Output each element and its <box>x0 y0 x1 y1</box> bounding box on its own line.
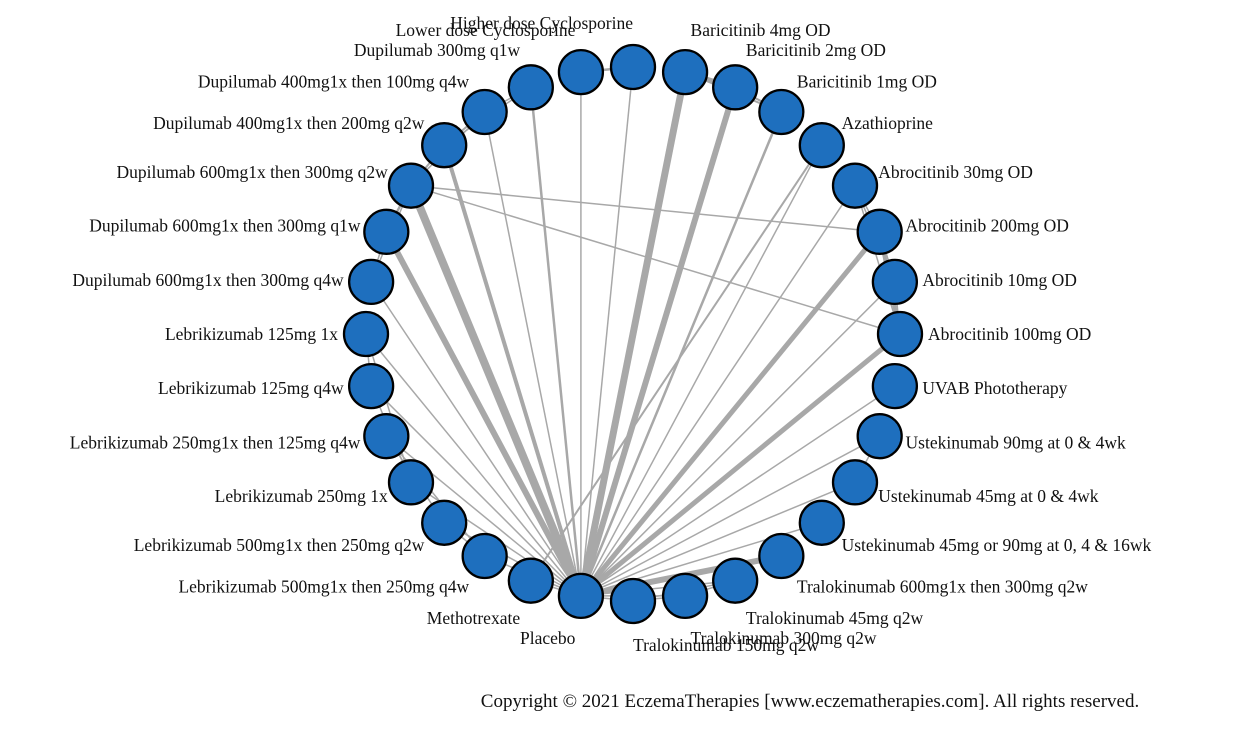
comparison-edge-27-17 <box>407 184 585 598</box>
treatment-label-28: Dupilumab 400mg1x then 200mg q2w <box>153 113 425 133</box>
treatment-node-11 <box>831 459 879 506</box>
treatment-label-20: Lebrikizumab 500mg1x then 250mg q2w <box>134 535 425 555</box>
comparison-edge-1-17 <box>577 71 689 597</box>
treatment-node-5 <box>831 162 879 209</box>
treatment-label-5: Abrocitinib 30mg OD <box>878 162 1033 182</box>
labels-layer: Higher dose Cyclosporine Baricitinib 4mg … <box>70 13 1152 655</box>
treatment-node-12 <box>798 499 845 546</box>
treatment-label-22: Lebrikizumab 250mg1x then 125mg q4w <box>70 433 361 453</box>
treatment-node-7 <box>871 258 919 306</box>
comparison-edge-7-17 <box>580 281 896 597</box>
comparison-edge-6-27 <box>410 184 880 233</box>
treatment-label-27: Dupilumab 600mg1x then 300mg q2w <box>116 162 388 182</box>
treatment-node-29 <box>461 88 508 136</box>
comparison-edge-6-17 <box>578 230 882 598</box>
comparison-edge-14-17 <box>580 579 736 597</box>
treatment-label-29: Dupilumab 400mg1x then 100mg q4w <box>198 72 470 92</box>
comparison-edge-5-8 <box>854 185 901 335</box>
treatment-node-16 <box>609 577 657 625</box>
nodes-layer <box>342 43 924 625</box>
treatment-node-23 <box>347 362 395 410</box>
treatment-label-8: Abrocitinib 100mg OD <box>928 324 1091 344</box>
treatment-label-9: UVAB Phototherapy <box>922 378 1067 398</box>
treatment-node-10 <box>856 413 903 460</box>
treatment-node-31 <box>557 48 605 96</box>
treatment-node-13 <box>758 532 805 580</box>
comparison-edge-3-17 <box>579 111 783 597</box>
treatment-node-15 <box>661 572 709 620</box>
treatment-node-26 <box>363 208 410 255</box>
treatment-label-0: Higher dose Cyclosporine <box>450 13 633 33</box>
treatment-label-23: Lebrikizumab 125mg q4w <box>158 378 344 398</box>
treatment-label-15: Tralokinumab 300mg q2w <box>691 628 877 648</box>
treatment-label-17: Placebo <box>520 628 576 648</box>
treatment-label-11: Ustekinumab 45mg at 0 & 4wk <box>878 486 1098 506</box>
treatment-node-25 <box>347 258 395 306</box>
comparison-edge-26-17 <box>383 230 584 598</box>
treatment-node-22 <box>363 413 410 460</box>
treatment-label-21: Lebrikizumab 250mg 1x <box>215 486 388 506</box>
comparison-edge-29-17 <box>483 111 582 597</box>
comparison-edge-11-17 <box>580 481 856 597</box>
comparison-edge-2-17 <box>578 86 739 597</box>
treatment-label-7: Abrocitinib 10mg OD <box>922 270 1077 290</box>
treatment-node-6 <box>856 208 903 255</box>
treatment-label-16: Tralokinumab 150mg q2w <box>633 635 819 655</box>
comparison-edge-23-17 <box>370 385 582 597</box>
treatment-node-14 <box>712 557 759 604</box>
comparison-edge-25-17 <box>370 281 582 597</box>
comparison-edge-24-17 <box>365 333 582 597</box>
treatment-label-30: Dupilumab 300mg q1w <box>354 40 521 60</box>
treatment-label-25: Dupilumab 600mg1x then 300mg q4w <box>72 270 344 290</box>
treatment-label-18: Methotrexate <box>427 608 521 628</box>
treatment-node-20 <box>421 499 468 546</box>
treatment-label-26: Dupilumab 600mg1x then 300mg q1w <box>89 215 361 235</box>
treatment-label-3: Baricitinib 1mg OD <box>797 72 937 92</box>
treatment-label-2: Baricitinib 2mg OD <box>746 40 886 60</box>
treatment-node-18 <box>507 557 554 604</box>
treatment-label-19: Lebrikizumab 500mg1x then 250mg q4w <box>178 576 469 596</box>
treatment-node-19 <box>461 532 508 580</box>
comparison-edge-4-17 <box>580 144 823 597</box>
comparison-edge-8-17 <box>579 332 902 598</box>
treatment-node-28 <box>421 122 468 169</box>
treatment-node-9 <box>871 362 919 410</box>
treatment-node-2 <box>712 64 759 111</box>
treatment-label-31: Lower dose Cyclosporine <box>396 20 576 40</box>
comparison-edge-10-17 <box>580 435 881 597</box>
comparison-edge-5-17 <box>580 185 856 597</box>
treatment-node-21 <box>387 459 435 506</box>
comparison-edge-28-17 <box>442 144 583 597</box>
treatment-label-13: Tralokinumab 600mg1x then 300mg q2w <box>797 576 1088 596</box>
treatment-node-24 <box>342 310 390 358</box>
treatment-label-10: Ustekinumab 90mg at 0 & 4wk <box>906 433 1126 453</box>
treatment-node-27 <box>387 162 435 209</box>
treatment-label-1: Baricitinib 4mg OD <box>691 20 831 40</box>
copyright-notice: Copyright © 2021 EczemaTherapies [www.ec… <box>480 691 1140 712</box>
treatment-node-3 <box>758 88 805 136</box>
treatment-label-4: Azathioprine <box>842 113 934 133</box>
treatment-label-6: Abrocitinib 200mg OD <box>906 215 1069 235</box>
comparison-edge-9-17 <box>580 385 896 597</box>
treatment-node-0 <box>609 43 657 91</box>
treatment-node-4 <box>798 122 845 169</box>
treatment-node-1 <box>661 48 709 96</box>
comparison-edge-0-17 <box>580 66 634 596</box>
treatment-node-30 <box>507 64 554 111</box>
comparison-edge-30-17 <box>529 87 583 596</box>
comparison-edge-4-18 <box>529 144 823 582</box>
treatment-node-8 <box>876 310 924 358</box>
comparison-edge-8-27 <box>410 184 901 335</box>
treatment-label-24: Lebrikizumab 125mg 1x <box>165 324 338 344</box>
treatment-node-17 <box>557 572 605 620</box>
treatment-label-12: Ustekinumab 45mg or 90mg at 0, 4 & 16wk <box>842 535 1152 555</box>
treatment-label-14: Tralokinumab 45mg q2w <box>746 608 924 628</box>
comparison-edge-21-24 <box>365 333 412 483</box>
